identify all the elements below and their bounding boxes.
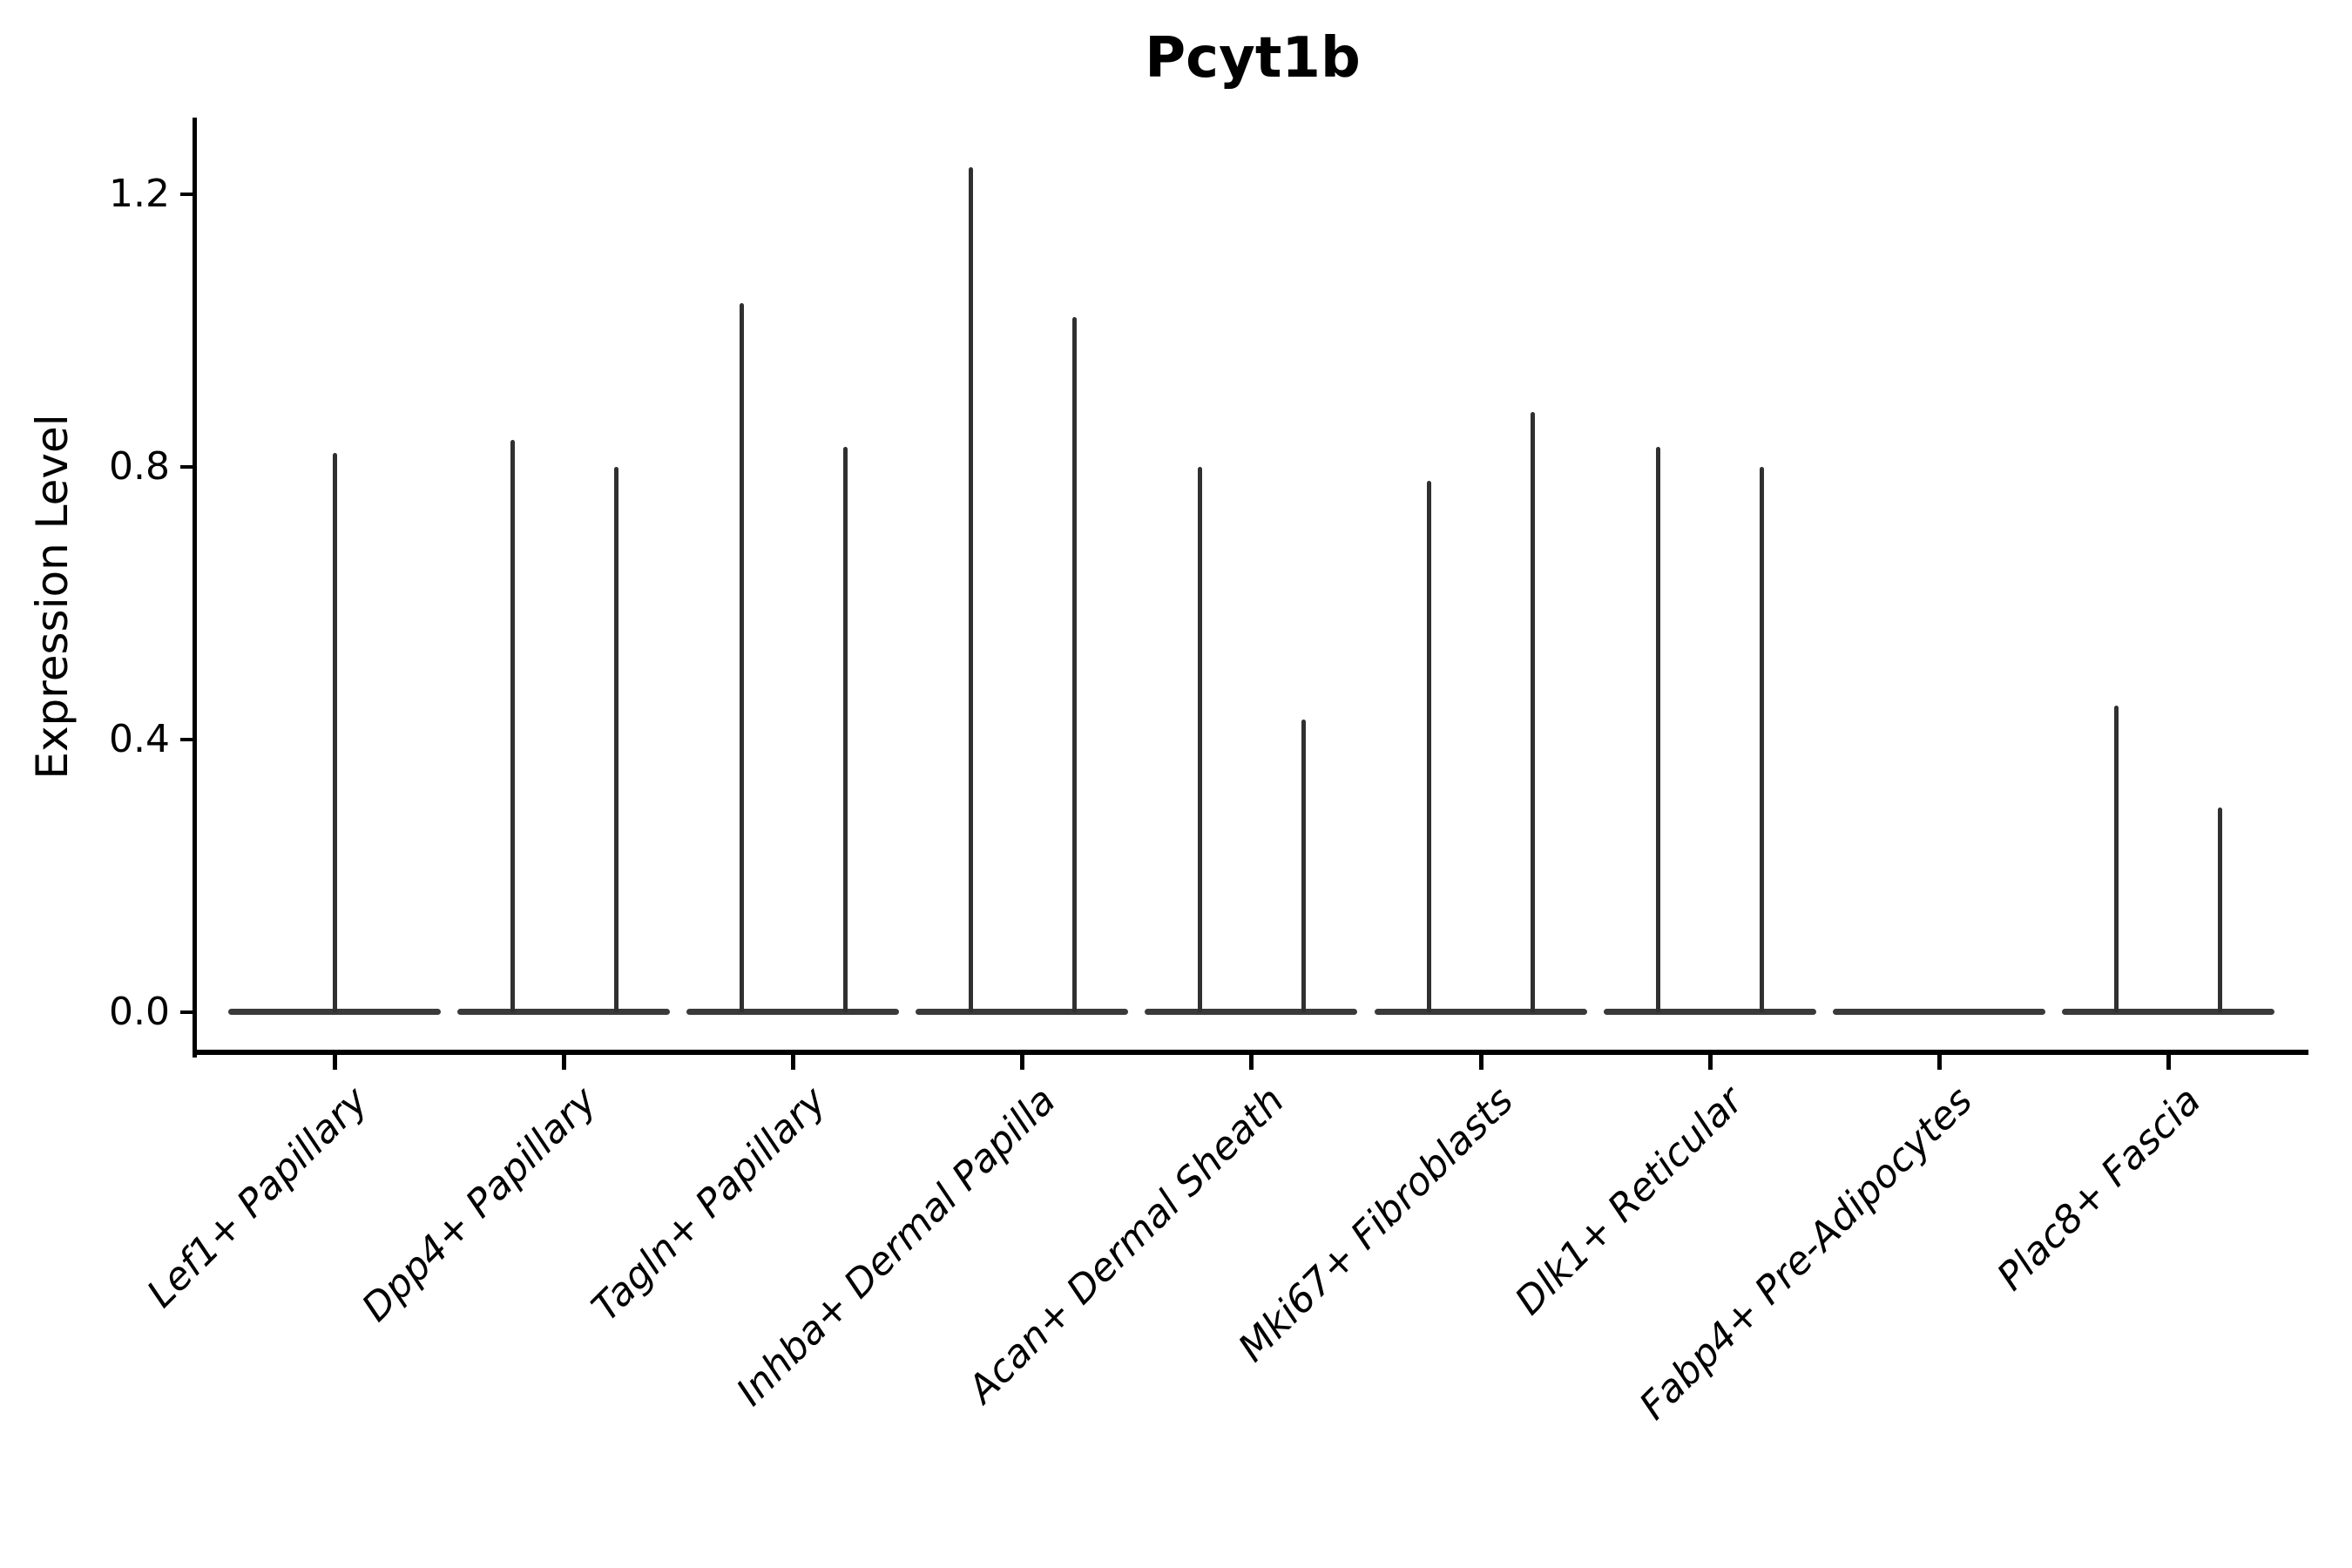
y-tick — [180, 738, 193, 741]
violin-spike — [1301, 719, 1306, 1012]
y-tick-label: 1.2 — [109, 172, 170, 216]
x-tick — [1707, 1055, 1713, 1070]
y-tick-label: 0.8 — [109, 444, 170, 489]
x-axis-line — [193, 1050, 2308, 1055]
violin-spike — [739, 303, 744, 1012]
x-tick — [791, 1055, 796, 1070]
violin-body — [1374, 1009, 1587, 1015]
y-tick — [180, 1010, 193, 1014]
violin-spike — [510, 439, 515, 1012]
violin-spike — [2114, 705, 2119, 1012]
x-tick — [1249, 1055, 1254, 1070]
y-tick-label: 0.0 — [109, 990, 170, 1034]
violin-spike — [613, 467, 618, 1012]
x-tick — [562, 1055, 567, 1070]
violin-spike — [1197, 467, 1202, 1012]
violin-body — [1603, 1009, 1816, 1015]
violin-spike — [333, 453, 337, 1012]
x-tick-label: Lef1+ Papillary — [139, 1078, 377, 1317]
violin-body — [1832, 1009, 2045, 1015]
violin-spike — [842, 446, 848, 1012]
y-axis-line — [193, 118, 197, 1058]
violin-body — [1145, 1009, 1358, 1015]
violin-body — [686, 1009, 900, 1015]
violin-spike — [1531, 412, 1535, 1012]
y-tick — [180, 465, 193, 469]
x-tick — [1478, 1055, 1484, 1070]
violin-spike — [1071, 316, 1077, 1012]
x-tick-label: Dlk1+ Reticular — [1506, 1078, 1752, 1324]
x-tick — [1020, 1055, 1025, 1070]
violin-spike — [1427, 480, 1431, 1012]
chart-title: Pcyt1b — [1145, 26, 1361, 91]
y-tick-label: 0.4 — [109, 717, 170, 761]
x-tick-label: Dpp4+ Papillary — [354, 1078, 606, 1331]
violin-body — [457, 1009, 671, 1015]
violin-spike — [1656, 446, 1661, 1012]
x-tick — [333, 1055, 337, 1070]
y-tick — [180, 193, 193, 196]
x-tick — [1936, 1055, 1942, 1070]
violin-body — [2061, 1009, 2274, 1015]
x-tick — [2166, 1055, 2171, 1070]
violin-body — [916, 1009, 1129, 1015]
violin-spike — [1760, 467, 1765, 1012]
x-tick-label: Plac8+ Fascia — [1989, 1078, 2210, 1300]
violin-spike — [2218, 808, 2223, 1012]
x-tick-label: Tagln+ Papillary — [583, 1078, 835, 1330]
violin-spike — [968, 166, 973, 1012]
